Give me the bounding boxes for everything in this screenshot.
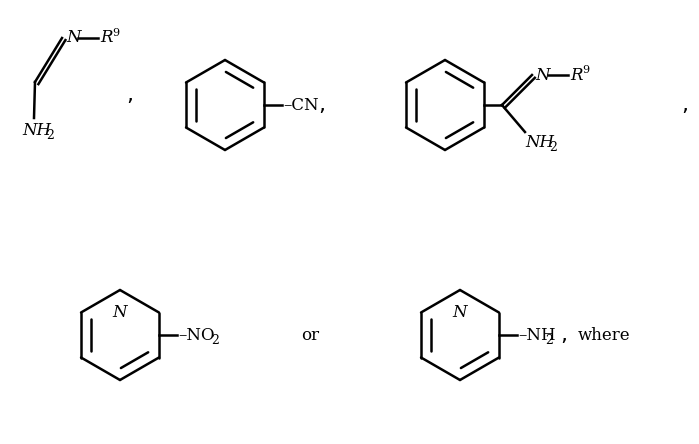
Text: –NO: –NO <box>178 326 215 344</box>
Text: N: N <box>113 304 127 321</box>
Text: where: where <box>578 326 630 344</box>
Text: 9: 9 <box>112 28 119 38</box>
Text: 9: 9 <box>582 65 589 75</box>
Text: NH: NH <box>22 122 51 139</box>
Text: 2: 2 <box>211 333 219 346</box>
Text: R: R <box>570 67 582 83</box>
Text: –NH: –NH <box>518 326 556 344</box>
Text: ,: , <box>682 95 689 115</box>
Text: 2: 2 <box>46 128 54 142</box>
Text: R: R <box>100 29 113 47</box>
Text: NH: NH <box>525 134 554 151</box>
Text: or: or <box>301 326 319 344</box>
Text: –CN: –CN <box>283 96 319 114</box>
Text: ,: , <box>127 85 134 105</box>
Text: ,: , <box>319 95 326 115</box>
Text: N: N <box>453 304 467 321</box>
Text: ,: , <box>561 325 568 345</box>
Text: N: N <box>535 67 549 83</box>
Text: 2: 2 <box>545 333 553 346</box>
Text: 2: 2 <box>549 140 557 154</box>
Text: N: N <box>66 29 80 47</box>
